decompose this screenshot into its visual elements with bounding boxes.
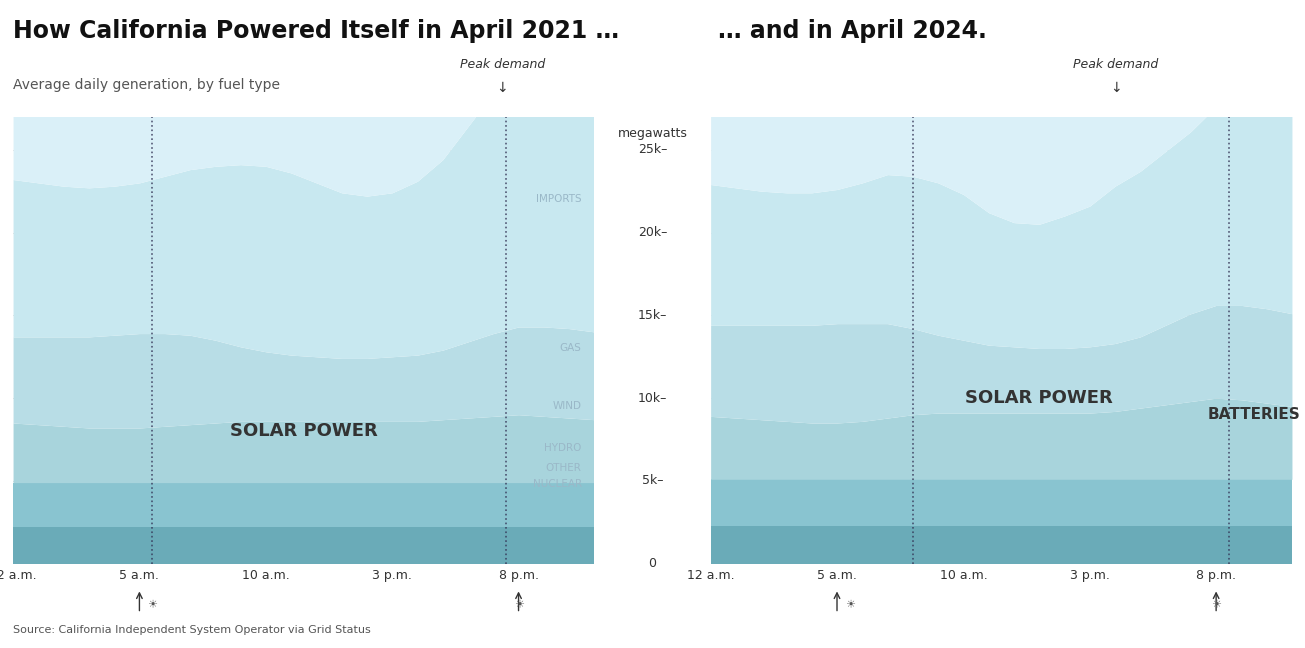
- Text: megawatts: megawatts: [617, 127, 688, 140]
- Text: WIND: WIND: [553, 402, 582, 411]
- Text: ↓: ↓: [497, 81, 508, 95]
- Text: SOLAR POWER: SOLAR POWER: [230, 422, 377, 440]
- Text: ↓: ↓: [1111, 81, 1121, 95]
- Text: 15k–: 15k–: [638, 309, 667, 322]
- Text: Peak demand: Peak demand: [459, 58, 545, 71]
- Text: ☀: ☀: [844, 600, 855, 610]
- Text: ☀: ☀: [147, 600, 157, 610]
- Text: Source: California Independent System Operator via Grid Status: Source: California Independent System Op…: [13, 625, 371, 635]
- Text: Peak demand: Peak demand: [1073, 58, 1159, 71]
- Text: ☀: ☀: [1211, 600, 1221, 610]
- Text: Average daily generation, by fuel type: Average daily generation, by fuel type: [13, 78, 281, 92]
- Text: GAS: GAS: [560, 343, 582, 353]
- Text: 20k–: 20k–: [638, 226, 667, 239]
- Text: ☀: ☀: [514, 600, 523, 610]
- Text: SOLAR POWER: SOLAR POWER: [966, 389, 1113, 407]
- Text: NUCLEAR: NUCLEAR: [532, 480, 582, 489]
- Text: 5k–: 5k–: [642, 474, 663, 487]
- Text: How California Powered Itself in April 2021 …: How California Powered Itself in April 2…: [13, 19, 619, 43]
- Text: BATTERIES: BATTERIES: [1207, 407, 1300, 422]
- Text: 0: 0: [649, 557, 656, 570]
- Text: 10k–: 10k–: [638, 391, 667, 404]
- Text: 25k–: 25k–: [638, 143, 667, 156]
- Text: … and in April 2024.: … and in April 2024.: [718, 19, 987, 43]
- Text: IMPORTS: IMPORTS: [536, 194, 582, 204]
- Text: OTHER: OTHER: [545, 463, 582, 472]
- Text: HYDRO: HYDRO: [544, 443, 582, 453]
